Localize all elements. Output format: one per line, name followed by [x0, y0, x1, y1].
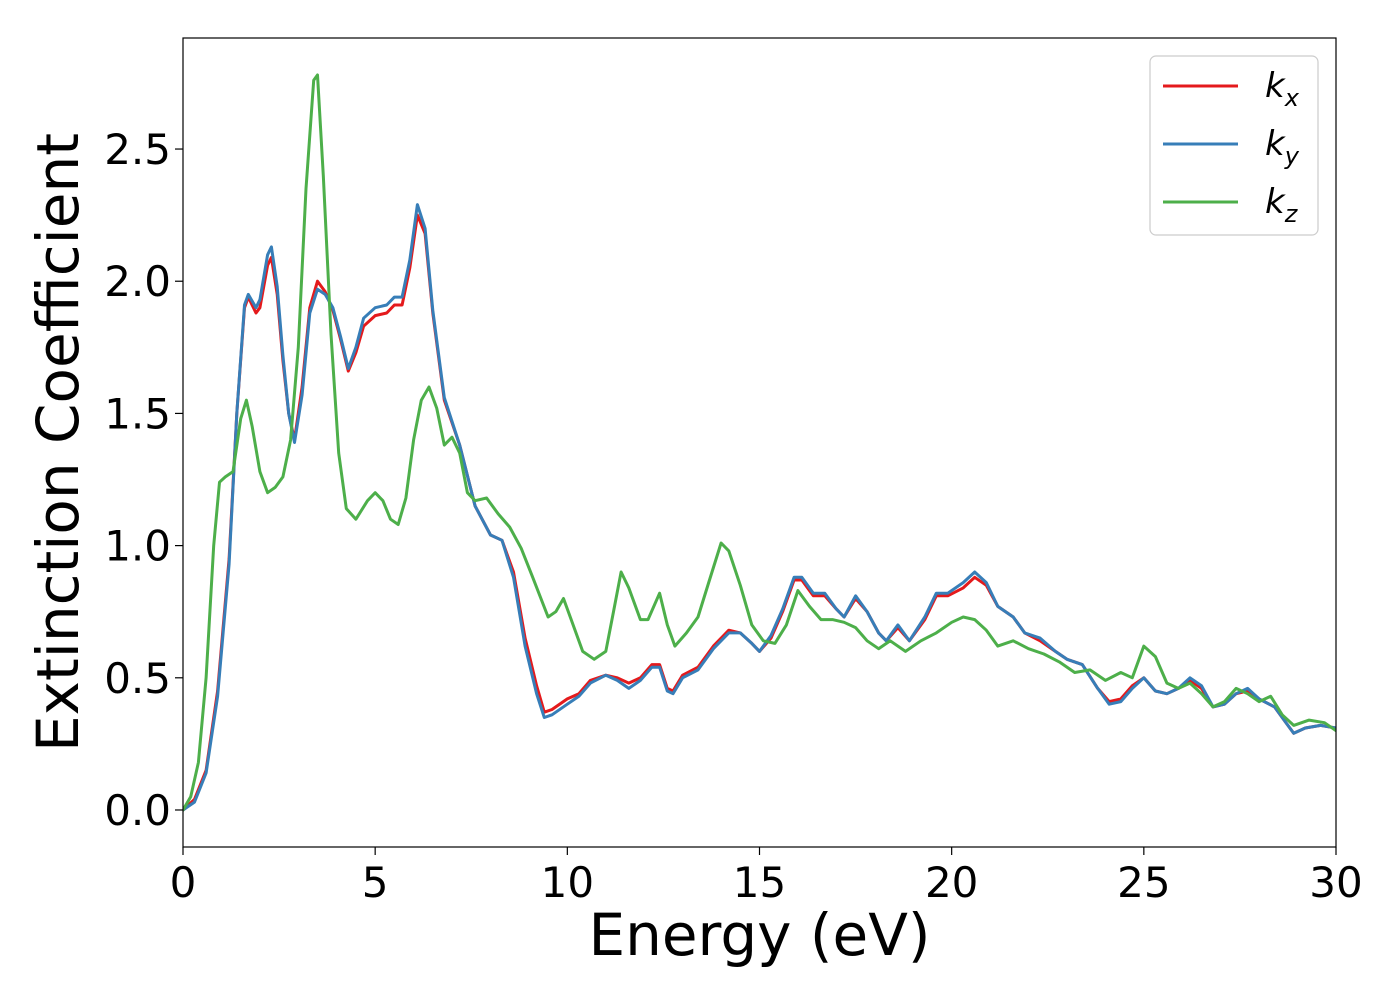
series-line-ky [183, 203, 1336, 812]
y-tick-label: 0.5 [104, 654, 171, 703]
y-tick-label: 2.5 [104, 125, 171, 174]
series-line-kz [183, 73, 1336, 812]
y-tick-label: 1.5 [104, 389, 171, 438]
x-tick-label: 10 [541, 858, 594, 907]
y-tick-label: 0.0 [104, 786, 171, 835]
x-tick-label: 5 [362, 858, 389, 907]
y-axis-title: Extinction Coefficient [24, 133, 92, 752]
series-line-kx [183, 213, 1336, 812]
y-tick-label: 1.0 [104, 522, 171, 571]
x-tick-label: 30 [1309, 858, 1362, 907]
x-tick-label: 15 [733, 858, 786, 907]
x-tick-label: 0 [170, 858, 197, 907]
x-axis: 0 5 10 15 20 25 30 [170, 847, 1363, 907]
y-tick-label: 2.0 [104, 257, 171, 306]
series-lines [183, 73, 1336, 812]
y-axis: 0.0 0.5 1.0 1.5 2.0 2.5 [104, 125, 183, 835]
x-tick-label: 25 [1117, 858, 1170, 907]
x-axis-title: Energy (eV) [588, 901, 930, 969]
x-tick-label: 20 [925, 858, 978, 907]
